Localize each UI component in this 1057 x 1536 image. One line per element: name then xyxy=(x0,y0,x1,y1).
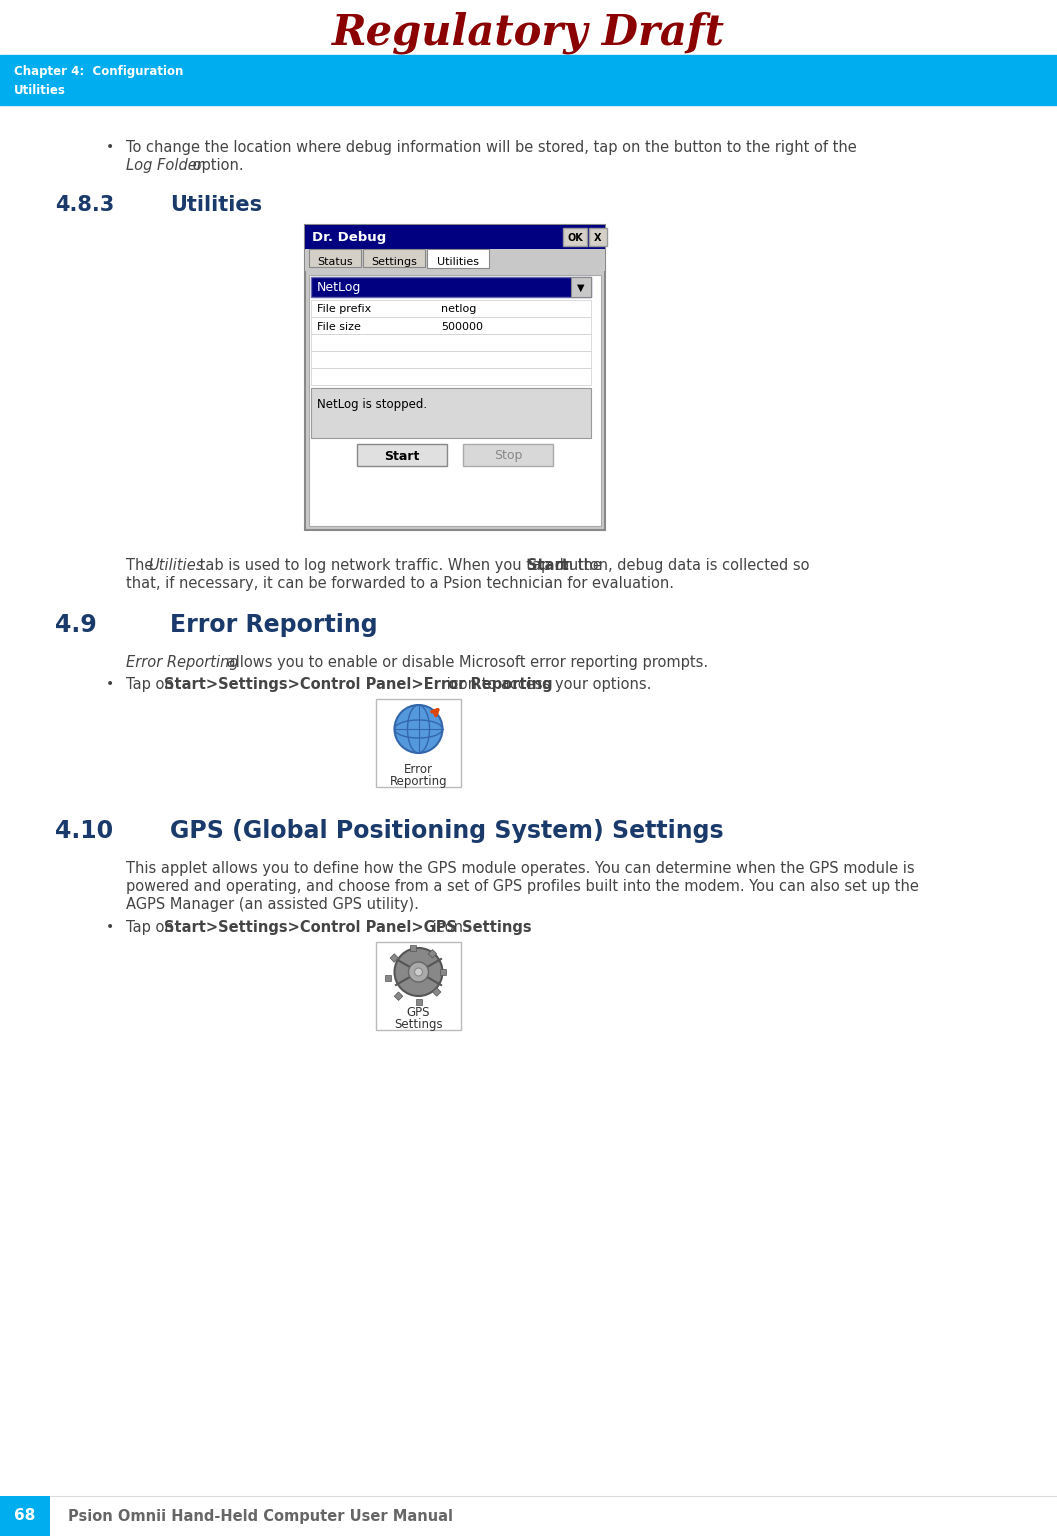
Bar xyxy=(311,316,591,333)
Bar xyxy=(311,276,591,296)
Text: Log Folder: Log Folder xyxy=(126,158,203,174)
Text: File prefix: File prefix xyxy=(317,304,371,315)
Circle shape xyxy=(414,968,423,975)
Text: option.: option. xyxy=(188,158,243,174)
Bar xyxy=(376,942,461,1031)
Bar xyxy=(311,333,591,352)
Bar xyxy=(571,276,591,296)
Text: Utilities: Utilities xyxy=(437,257,479,267)
Text: •: • xyxy=(106,140,114,154)
Text: button, debug data is collected so: button, debug data is collected so xyxy=(555,558,810,573)
Bar xyxy=(428,949,437,958)
Bar xyxy=(440,969,445,975)
Text: NetLog is stopped.: NetLog is stopped. xyxy=(317,398,427,412)
Text: 500000: 500000 xyxy=(441,321,483,332)
Text: 4.10: 4.10 xyxy=(55,819,113,843)
Bar xyxy=(311,300,591,316)
Text: icon.: icon. xyxy=(428,920,468,935)
Text: netlog: netlog xyxy=(441,304,477,315)
Circle shape xyxy=(408,962,428,982)
Text: icon to access your options.: icon to access your options. xyxy=(442,677,651,693)
Bar xyxy=(589,227,607,246)
Bar xyxy=(432,988,441,997)
Bar xyxy=(0,55,1057,104)
Bar xyxy=(563,227,587,246)
Text: Regulatory Draft: Regulatory Draft xyxy=(332,12,725,54)
Text: GPS (Global Positioning System) Settings: GPS (Global Positioning System) Settings xyxy=(170,819,724,843)
Bar xyxy=(309,249,361,267)
Text: that, if necessary, it can be forwarded to a Psion technician for evaluation.: that, if necessary, it can be forwarded … xyxy=(126,576,674,591)
Text: Error Reporting: Error Reporting xyxy=(170,613,377,637)
Bar xyxy=(311,369,591,386)
Text: •: • xyxy=(106,677,114,691)
Text: AGPS Manager (an assisted GPS utility).: AGPS Manager (an assisted GPS utility). xyxy=(126,897,419,912)
Bar xyxy=(305,249,605,270)
Text: Error Reporting: Error Reporting xyxy=(126,654,239,670)
Text: •: • xyxy=(106,920,114,934)
Bar xyxy=(427,249,489,267)
Bar xyxy=(386,975,391,982)
Text: OK: OK xyxy=(568,233,582,243)
Text: Status: Status xyxy=(317,257,353,267)
Text: Utilities: Utilities xyxy=(14,83,66,97)
Text: Tap on: Tap on xyxy=(126,677,179,693)
Text: GPS: GPS xyxy=(407,1006,430,1018)
Bar xyxy=(305,224,605,249)
Text: Reporting: Reporting xyxy=(390,776,447,788)
Text: X: X xyxy=(594,233,601,243)
Text: Chapter 4:  Configuration: Chapter 4: Configuration xyxy=(14,66,183,78)
Bar xyxy=(309,275,601,525)
Text: Settings: Settings xyxy=(394,1018,443,1031)
Text: Start: Start xyxy=(385,450,420,462)
Bar xyxy=(311,352,591,369)
Text: This applet allows you to define how the GPS module operates. You can determine : This applet allows you to define how the… xyxy=(126,862,914,876)
Bar xyxy=(363,249,425,267)
Text: Dr. Debug: Dr. Debug xyxy=(312,232,386,244)
Bar xyxy=(394,992,403,1000)
Bar xyxy=(463,444,553,465)
Text: To change the location where debug information will be stored, tap on the button: To change the location where debug infor… xyxy=(126,140,857,155)
Text: File size: File size xyxy=(317,321,360,332)
Bar xyxy=(415,998,422,1005)
Text: tab is used to log network traffic. When you tap on the: tab is used to log network traffic. When… xyxy=(194,558,607,573)
Text: Start>Settings>Control Panel>GPS Settings: Start>Settings>Control Panel>GPS Setting… xyxy=(164,920,532,935)
Text: Start>Settings>Control Panel>Error Reporting: Start>Settings>Control Panel>Error Repor… xyxy=(164,677,553,693)
Text: ▼: ▼ xyxy=(577,283,585,293)
Text: Error: Error xyxy=(404,763,433,776)
Circle shape xyxy=(394,705,443,753)
Text: allows you to enable or disable Microsoft error reporting prompts.: allows you to enable or disable Microsof… xyxy=(222,654,708,670)
Text: powered and operating, and choose from a set of GPS profiles built into the mode: powered and operating, and choose from a… xyxy=(126,879,919,894)
Text: Settings: Settings xyxy=(371,257,416,267)
Bar xyxy=(390,954,398,962)
Text: Start: Start xyxy=(527,558,569,573)
Bar xyxy=(357,444,447,465)
Text: Utilities: Utilities xyxy=(170,195,262,215)
Circle shape xyxy=(394,948,443,995)
Text: 4.8.3: 4.8.3 xyxy=(55,195,114,215)
Text: NetLog: NetLog xyxy=(317,281,361,295)
Text: Stop: Stop xyxy=(494,450,522,462)
Text: Psion Omnii Hand-Held Computer User Manual: Psion Omnii Hand-Held Computer User Manu… xyxy=(68,1508,453,1524)
Text: The: The xyxy=(126,558,157,573)
Text: 4.9: 4.9 xyxy=(55,613,97,637)
Text: 68: 68 xyxy=(15,1508,36,1524)
Bar xyxy=(409,945,415,951)
Bar xyxy=(305,224,605,530)
Text: Tap on: Tap on xyxy=(126,920,179,935)
Bar xyxy=(0,1496,50,1536)
Text: Utilities: Utilities xyxy=(148,558,203,573)
Bar xyxy=(311,389,591,438)
Bar xyxy=(376,699,461,786)
